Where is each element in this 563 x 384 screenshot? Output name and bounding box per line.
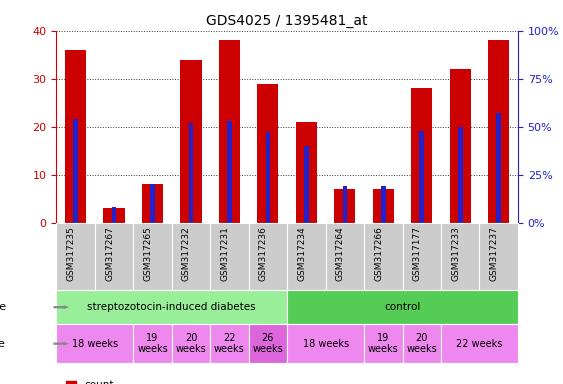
Bar [257,84,279,223]
Legend: count, percentile rank within the sample: count, percentile rank within the sample [61,376,265,384]
Text: streptozotocin-induced diabetes: streptozotocin-induced diabetes [87,302,256,312]
Text: 18 weeks: 18 weeks [302,339,348,349]
Text: GSM317265: GSM317265 [144,226,153,281]
Text: 19
weeks: 19 weeks [137,333,168,354]
Bar [480,223,518,290]
Bar [142,184,163,223]
Text: age: age [0,339,6,349]
Text: 18 weeks: 18 weeks [72,339,118,349]
Bar [219,40,240,223]
Bar [287,290,518,324]
Bar [450,69,471,223]
Bar [189,123,193,223]
Bar [56,324,133,363]
Text: GSM317231: GSM317231 [221,226,229,281]
Text: 20
weeks: 20 weeks [406,333,437,354]
Text: GSM317237: GSM317237 [490,226,499,281]
Bar [172,223,210,290]
Bar [488,40,510,223]
Bar [364,223,403,290]
Bar [133,324,172,363]
Text: GSM317233: GSM317233 [452,226,460,281]
Text: 19
weeks: 19 weeks [368,333,399,354]
Bar [95,223,133,290]
Bar [287,223,325,290]
Text: GSM317235: GSM317235 [66,226,75,281]
Bar [441,223,480,290]
Bar [210,223,249,290]
Bar [441,324,518,363]
Bar [342,186,347,223]
Bar [227,121,232,223]
Bar [364,324,403,363]
Bar [73,119,78,223]
Bar [497,113,501,223]
Text: GSM317264: GSM317264 [336,226,345,281]
Text: GSM317232: GSM317232 [182,226,191,281]
Text: GSM317236: GSM317236 [259,226,268,281]
Text: 20
weeks: 20 weeks [176,333,206,354]
Bar [373,189,394,223]
Text: GSM317267: GSM317267 [105,226,114,281]
Bar [56,223,95,290]
Bar [210,324,249,363]
Text: control: control [385,302,421,312]
Bar [419,131,424,223]
Bar [304,146,309,223]
Bar [249,223,287,290]
Bar [249,324,287,363]
Bar [381,186,386,223]
Text: GSM317266: GSM317266 [374,226,383,281]
Bar [325,223,364,290]
Text: GSM317234: GSM317234 [297,226,306,281]
Bar [111,207,117,223]
Bar [150,184,155,223]
Bar [458,127,463,223]
Bar [56,290,287,324]
Bar [133,223,172,290]
Bar [104,208,124,223]
Text: 26
weeks: 26 weeks [253,333,283,354]
Text: GSM317177: GSM317177 [413,226,422,281]
Text: 22 weeks: 22 weeks [456,339,503,349]
Bar [287,324,364,363]
Bar [296,122,317,223]
Bar [403,223,441,290]
Text: disease state: disease state [0,302,6,312]
Bar [411,88,432,223]
Bar [172,324,210,363]
Title: GDS4025 / 1395481_at: GDS4025 / 1395481_at [207,14,368,28]
Bar [403,324,441,363]
Bar [180,60,202,223]
Bar [334,189,355,223]
Text: 22
weeks: 22 weeks [214,333,245,354]
Bar [266,132,270,223]
Bar [65,50,86,223]
